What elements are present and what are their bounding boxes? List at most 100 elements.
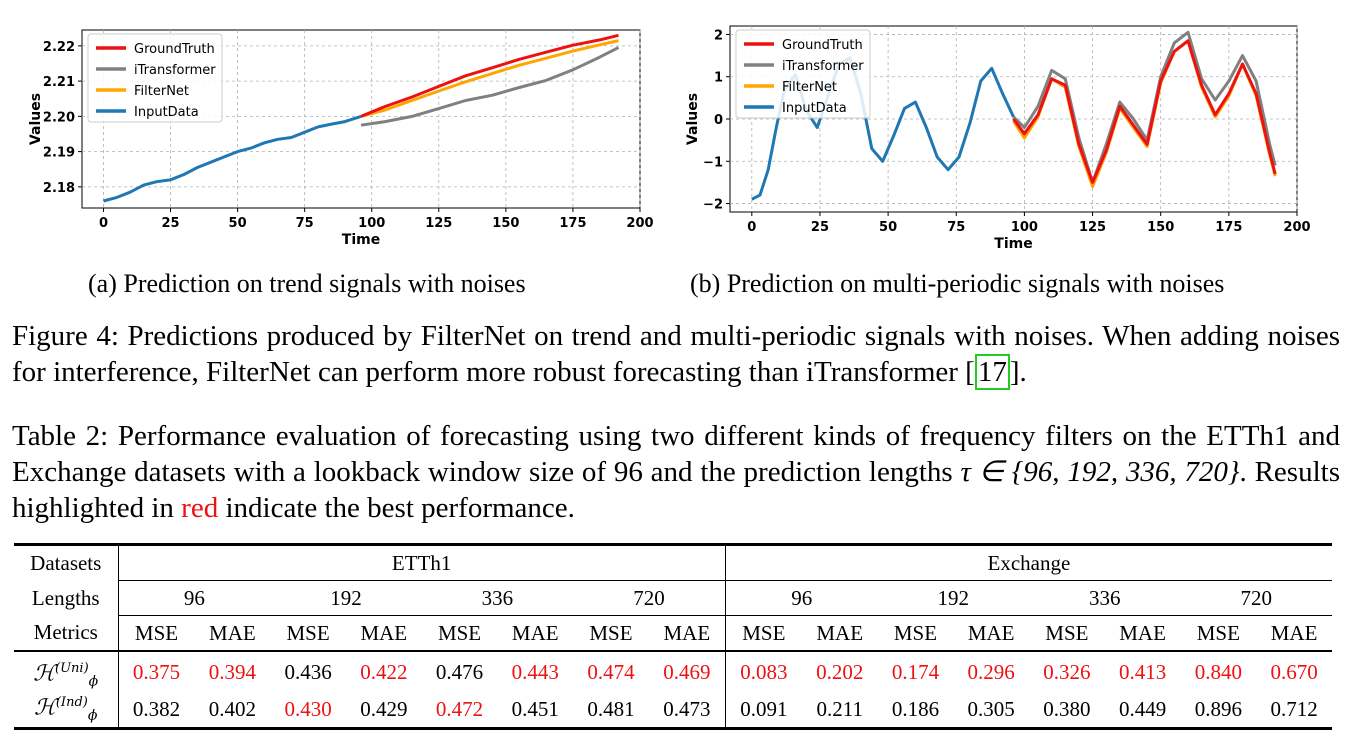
y-axis-label: Values bbox=[28, 93, 44, 145]
table-cell: 0.186 bbox=[877, 692, 954, 730]
length-header: 192 bbox=[877, 580, 1030, 616]
y-tick-label: 0 bbox=[714, 113, 723, 128]
x-tick-label: 200 bbox=[1283, 220, 1310, 235]
series-line-filternet bbox=[1012, 39, 1277, 189]
row-label-uni: ℋ(Uni)ϕ bbox=[14, 651, 119, 692]
table-cell: 0.091 bbox=[725, 692, 802, 730]
metric-header: MAE bbox=[1256, 615, 1332, 652]
series-line-groundtruth bbox=[360, 33, 619, 118]
filter-symbol: ℋ bbox=[34, 695, 56, 721]
table-row-ind: ℋ(Ind)ϕ 0.382 0.402 0.430 0.429 0.472 0.451 0.… bbox=[14, 692, 1332, 730]
metric-header: MSE bbox=[118, 615, 195, 652]
series-line-groundtruth bbox=[1012, 39, 1277, 184]
table-cell: 0.481 bbox=[573, 692, 649, 730]
metric-header: MSE bbox=[877, 615, 954, 652]
table-cell: 0.429 bbox=[345, 692, 422, 730]
legend-label: GroundTruth bbox=[134, 42, 215, 57]
table-cell: 0.394 bbox=[208, 659, 256, 684]
length-header: 336 bbox=[421, 580, 574, 616]
length-header: 96 bbox=[118, 580, 271, 616]
legend-label: FilterNet bbox=[134, 84, 189, 99]
metric-header: MSE bbox=[1029, 615, 1105, 652]
metric-header: MSE bbox=[1180, 615, 1257, 652]
table-cell: 0.451 bbox=[497, 692, 574, 730]
table-caption: Table 2: Performance evaluation of forec… bbox=[12, 418, 1340, 526]
x-axis-label: Time bbox=[342, 232, 380, 248]
table-cell: 0.449 bbox=[1104, 692, 1181, 730]
table-cell: 0.202 bbox=[816, 659, 864, 684]
metric-header: MAE bbox=[345, 615, 422, 652]
table-caption-math: τ ∈ {96, 192, 336, 720} bbox=[960, 456, 1240, 488]
figure-caption: Figure 4: Predictions produced by Filter… bbox=[12, 318, 1340, 390]
results-table: Datasets ETTh1 Exchange Lengths 96 192 3… bbox=[14, 543, 1332, 730]
lengths-label: Lengths bbox=[14, 580, 119, 616]
table-cell: 0.211 bbox=[801, 692, 878, 730]
chart-multi-periodic-signals: 0 25 50 75 100 125 150 175 200 −2 −1 0 1 2 Time Values G… bbox=[685, 25, 1311, 252]
series-line-itransformer bbox=[1012, 30, 1277, 184]
table-cell: 0.712 bbox=[1256, 692, 1332, 730]
y-tick-label: −1 bbox=[703, 155, 723, 170]
table-cell: 0.469 bbox=[648, 651, 726, 692]
table-header-metrics: Metrics MSE MAE MSE MAE MSE MAE MSE MAE … bbox=[14, 615, 1332, 652]
metric-header: MAE bbox=[801, 615, 878, 652]
legend-label: InputData bbox=[782, 101, 847, 116]
y-axis-label: Values bbox=[685, 93, 701, 145]
legend-box bbox=[735, 29, 871, 119]
metric-header: MAE bbox=[648, 615, 726, 652]
y-tick-label: 2.19 bbox=[43, 146, 75, 161]
table-cell: 0.174 bbox=[891, 659, 940, 684]
table-cell: 0.670 bbox=[1270, 659, 1318, 684]
x-tick-label: 150 bbox=[492, 216, 519, 231]
metric-header: MAE bbox=[194, 615, 271, 652]
table-cell: 0.430 bbox=[270, 692, 346, 730]
filter-subscript: ϕ bbox=[87, 707, 98, 724]
x-tick-label: 175 bbox=[1215, 220, 1242, 235]
filter-symbol: ℋ bbox=[33, 660, 56, 686]
metric-header: MSE bbox=[573, 615, 649, 652]
x-tick-label: 125 bbox=[1079, 220, 1106, 235]
table-cell: 0.472 bbox=[421, 692, 498, 730]
x-tick-label: 0 bbox=[99, 216, 108, 231]
table-cell: 0.476 bbox=[435, 659, 484, 684]
series-line-itransformer bbox=[360, 46, 620, 127]
legend-label: InputData bbox=[134, 105, 199, 120]
table-caption-part3: indicate the best performance. bbox=[218, 492, 575, 524]
metric-header: MSE bbox=[421, 615, 498, 652]
y-tick-label: 2.21 bbox=[43, 75, 75, 90]
table-cell: 0.473 bbox=[648, 692, 726, 730]
table-cell: 0.413 bbox=[1118, 659, 1167, 684]
subcaption-a: (a) Prediction on trend signals with noi… bbox=[88, 269, 526, 298]
x-tick-label: 100 bbox=[358, 216, 385, 231]
table-cell: 0.422 bbox=[360, 659, 408, 684]
table-cell: 0.380 bbox=[1029, 692, 1105, 730]
series-line-filternet bbox=[360, 39, 619, 118]
legend-label: iTransformer bbox=[134, 63, 216, 78]
table-cell: 0.375 bbox=[132, 659, 181, 684]
table-cell: 0.326 bbox=[1043, 659, 1091, 684]
table-cell: 0.305 bbox=[953, 692, 1030, 730]
table-header-lengths: Lengths 96 192 336 720 96 192 336 720 bbox=[14, 580, 1332, 616]
table-cell: 0.382 bbox=[118, 692, 195, 730]
metric-header: MAE bbox=[953, 615, 1030, 652]
length-header: 96 bbox=[725, 580, 878, 616]
table-header-datasets: Datasets ETTh1 Exchange bbox=[14, 543, 1332, 581]
length-header: 720 bbox=[1180, 580, 1332, 616]
y-tick-label: 2.20 bbox=[43, 110, 75, 125]
table-cell: 0.443 bbox=[511, 659, 559, 684]
table-cell: 0.402 bbox=[194, 692, 271, 730]
length-header: 336 bbox=[1029, 580, 1181, 616]
reference-link[interactable]: 17 bbox=[974, 354, 1010, 390]
x-tick-label: 25 bbox=[811, 220, 829, 235]
filter-subscript: ϕ bbox=[88, 673, 99, 690]
x-tick-label: 25 bbox=[161, 216, 179, 231]
subcaption-b: (b) Prediction on multi-periodic signals… bbox=[690, 269, 1225, 298]
y-tick-label: −2 bbox=[703, 198, 723, 213]
length-header: 720 bbox=[573, 580, 726, 616]
length-header: 192 bbox=[270, 580, 422, 616]
y-tick-label: 2.18 bbox=[43, 181, 75, 196]
table-cell: 0.083 bbox=[740, 659, 788, 684]
row-label-ind: ℋ(Ind)ϕ bbox=[14, 692, 119, 730]
metric-header: MSE bbox=[270, 615, 346, 652]
table-row-uni: ℋ(Uni)ϕ 0.375 0.394 0.436 0.422 0.476 0.443 0.… bbox=[14, 651, 1332, 692]
x-tick-label: 50 bbox=[229, 216, 247, 231]
